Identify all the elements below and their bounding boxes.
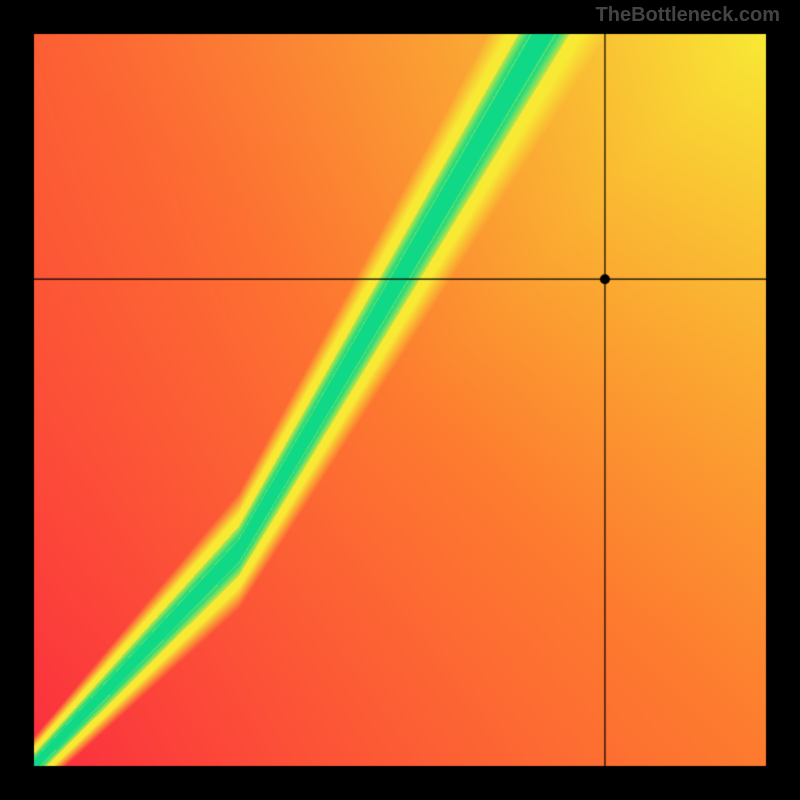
heatmap-canvas [0,0,800,800]
chart-container: TheBottleneck.com [0,0,800,800]
watermark-text: TheBottleneck.com [596,4,780,27]
